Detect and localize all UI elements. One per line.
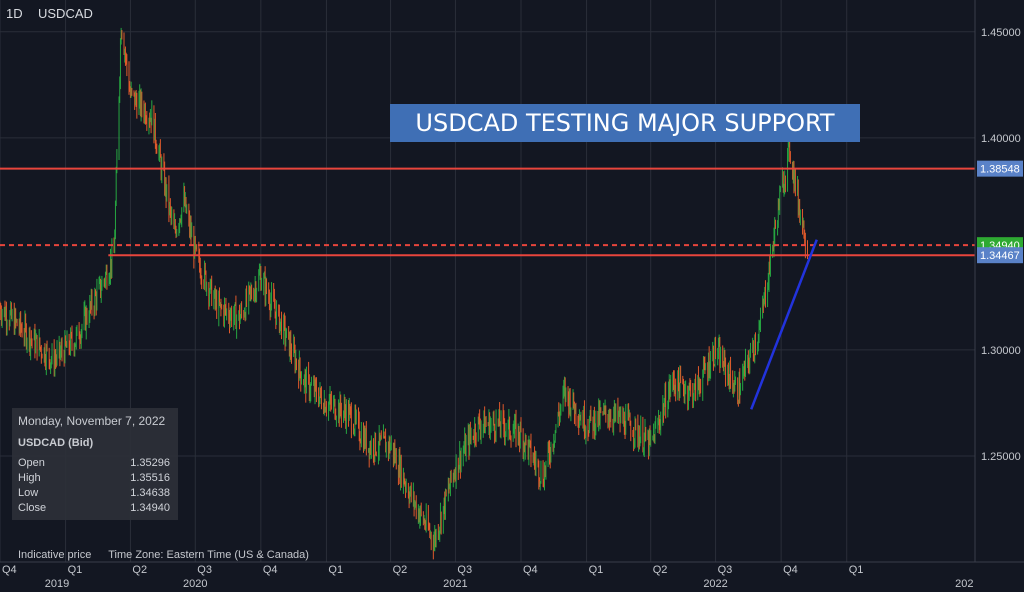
symbol-label[interactable]: USDCAD [38, 6, 93, 21]
y-tick-label: 1.30000 [981, 345, 1021, 357]
price-label-box [977, 247, 1023, 264]
info-value: 1.35296 [130, 457, 170, 469]
timezone-label: Time Zone: Eastern Time (US & Canada) [108, 549, 309, 561]
chart-annotation-title: USDCAD TESTING MAJOR SUPPORT [390, 104, 860, 142]
ohlc-info-panel: Monday, November 7, 2022 USDCAD (Bid) Op… [12, 408, 178, 520]
x-tick-label: Q3 [197, 564, 212, 576]
indicative-price-label: Indicative price [18, 549, 92, 561]
info-value: 1.35516 [130, 472, 170, 484]
x-tick-label: Q3 [457, 564, 472, 576]
price-label: 1.38548 [980, 164, 1020, 176]
x-tick-label: Q3 [718, 564, 733, 576]
trend-line [750, 239, 818, 410]
price-label-box [977, 160, 1023, 177]
info-label: High [18, 472, 41, 484]
y-tick-label: 1.25000 [981, 451, 1021, 463]
x-tick-label: Q4 [2, 564, 17, 576]
x-tick-label: Q1 [328, 564, 343, 576]
info-label: Open [18, 457, 45, 469]
y-tick-label: 1.40000 [981, 133, 1021, 145]
x-tick-label: Q2 [653, 564, 668, 576]
info-symbol: USDCAD (Bid) [18, 437, 94, 449]
x-tick-label: Q2 [132, 564, 147, 576]
x-tick-label: Q1 [68, 564, 83, 576]
x-year-label: 202 [955, 578, 973, 590]
info-date: Monday, November 7, 2022 [18, 414, 166, 428]
timeframe-label[interactable]: 1D [6, 6, 23, 21]
price-label: 1.34467 [980, 250, 1020, 262]
x-tick-label: Q4 [263, 564, 278, 576]
info-value: 1.34638 [130, 487, 170, 499]
chart-footnote: Indicative price Time Zone: Eastern Time… [18, 549, 323, 561]
info-label: Low [18, 487, 39, 499]
x-year-label: 2021 [443, 578, 467, 590]
x-tick-label: Q1 [589, 564, 604, 576]
info-label: Close [18, 502, 47, 514]
y-tick-label: 1.45000 [981, 27, 1021, 39]
x-tick-label: Q1 [849, 564, 864, 576]
x-year-label: 2019 [45, 578, 69, 590]
x-tick-label: Q4 [783, 564, 798, 576]
x-year-label: 2022 [703, 578, 727, 590]
x-year-label: 2020 [183, 578, 207, 590]
x-tick-label: Q4 [523, 564, 538, 576]
info-value: 1.34940 [130, 502, 170, 514]
x-tick-label: Q2 [393, 564, 408, 576]
